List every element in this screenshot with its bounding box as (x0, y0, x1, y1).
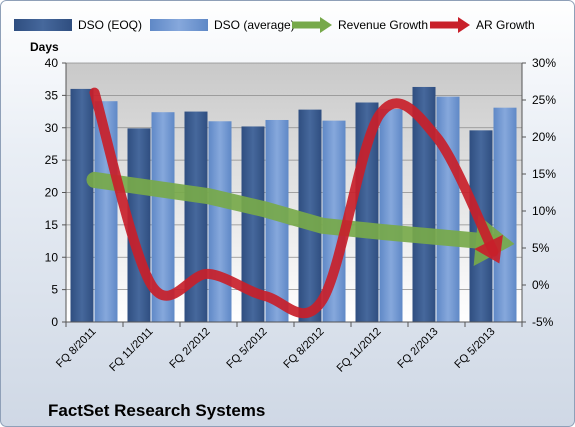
y-axis-title: Days (30, 40, 59, 54)
bar-dso-average (151, 112, 175, 323)
y-tick-label: 5 (51, 283, 58, 297)
y-tick-label: 30 (45, 121, 59, 135)
y2-tick-label: 0% (532, 278, 550, 292)
y2-tick-label: 15% (532, 167, 556, 181)
revenue-growth-line (86, 171, 502, 251)
bar-dso-average (436, 96, 460, 322)
ar-growth-line-head (474, 234, 503, 264)
bar-dso-average (379, 108, 403, 322)
y2-tick-label: 25% (532, 93, 556, 107)
legend-arrow (458, 17, 470, 33)
bar-dso-average (493, 107, 517, 323)
legend-label: AR Growth (476, 18, 535, 32)
y2-tick-label: -5% (532, 315, 554, 329)
legend-arrow (320, 17, 332, 33)
chart-title: FactSet Research Systems (48, 401, 265, 420)
legend-label: DSO (average) (214, 18, 295, 32)
y2-tick-label: 20% (532, 130, 556, 144)
y-tick-label: 35 (45, 88, 59, 102)
y2-tick-label: 10% (532, 204, 556, 218)
legend-label: DSO (EOQ) (78, 18, 142, 32)
y2-tick-label: 30% (532, 56, 556, 70)
legend: DSO (EOQ) DSO (average) Revenue Growth AR G… (14, 17, 535, 33)
bar-dso-average (208, 121, 232, 323)
y-tick-label: 15 (45, 218, 59, 232)
bar-dso-eoq (241, 126, 265, 322)
growth-lines (86, 87, 515, 319)
bar-dso-eoq (412, 86, 436, 323)
legend-swatch (14, 19, 72, 31)
ar-growth-line (89, 87, 499, 319)
legend-swatch (150, 19, 208, 31)
legend-label: Revenue Growth (338, 18, 428, 32)
y-tick-label: 20 (45, 186, 59, 200)
y-tick-label: 25 (45, 153, 59, 167)
y-tick-label: 40 (45, 56, 59, 70)
y-tick-label: 10 (45, 250, 59, 264)
axes (62, 62, 526, 327)
bar-dso-eoq (184, 111, 208, 322)
y2-tick-label: 5% (532, 241, 550, 255)
y-tick-label: 0 (51, 315, 58, 329)
bar-dso-eoq (70, 88, 94, 323)
